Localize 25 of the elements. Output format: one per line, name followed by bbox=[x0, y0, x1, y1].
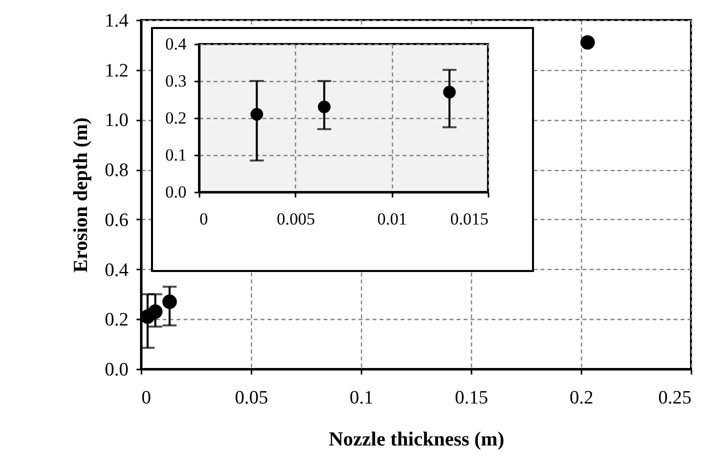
x-tick-label: 0.05 bbox=[234, 388, 268, 408]
x-tick-label: 0.01 bbox=[377, 210, 408, 228]
x-tick-label: 0.015 bbox=[450, 210, 488, 228]
y-tick-label: 0.8 bbox=[104, 160, 128, 182]
y-tick-label: 0.2 bbox=[104, 310, 128, 331]
y-tick-label: 0.6 bbox=[104, 210, 128, 231]
y-tick-label: 0.0 bbox=[104, 360, 128, 380]
y-tick-label: 0.4 bbox=[165, 34, 187, 54]
y-tick-label: 1.2 bbox=[104, 60, 128, 82]
y-tick-label: 0.1 bbox=[165, 146, 186, 164]
x-tick-label: 0 bbox=[200, 210, 208, 228]
y-tick-label: 0.4 bbox=[104, 260, 129, 281]
y-tick-label: 0.2 bbox=[165, 108, 186, 128]
x-tick-label: 0.15 bbox=[454, 388, 488, 408]
x-tick-label: 0.2 bbox=[570, 388, 594, 408]
y-tick-label: 0.3 bbox=[165, 72, 186, 90]
x-tick-label: 0.005 bbox=[276, 210, 315, 228]
x-tick-label: 0 bbox=[142, 388, 151, 408]
y-tick-label: 1.4 bbox=[104, 10, 129, 32]
y-tick-label: 1.0 bbox=[104, 110, 128, 132]
x-axis-title: Nozzle thickness (m) bbox=[328, 428, 504, 450]
x-tick-label: 0.25 bbox=[658, 388, 692, 408]
x-tick-label: 0.1 bbox=[350, 388, 374, 408]
y-axis-title: Erosion depth (m) bbox=[70, 117, 92, 273]
y-tick-label: 0.0 bbox=[165, 182, 186, 202]
